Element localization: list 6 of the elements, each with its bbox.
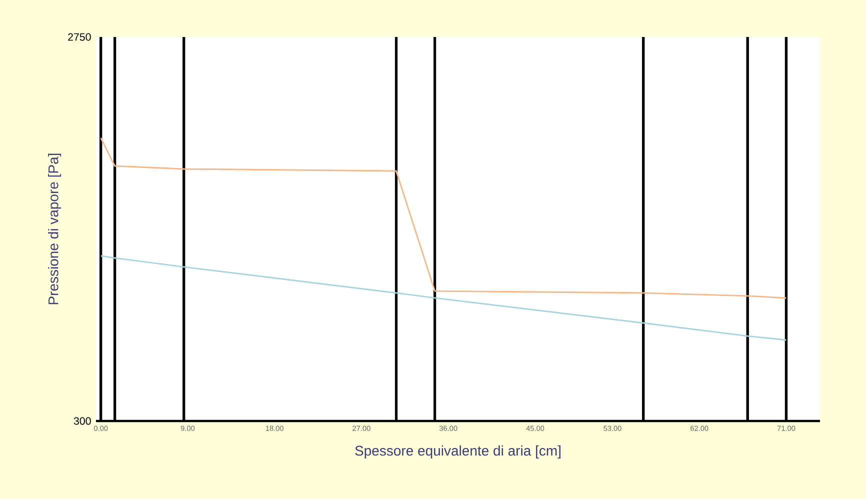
y-tick-label: 300: [74, 417, 91, 425]
x-axis-title: Spessore equivalente di aria [cm]: [355, 445, 560, 458]
y-tick-label: 2750: [68, 33, 91, 41]
line-series: [100, 137, 787, 299]
y-axis-title: Pressione di vapore [Pa]: [48, 154, 62, 304]
line-series: [100, 255, 787, 341]
